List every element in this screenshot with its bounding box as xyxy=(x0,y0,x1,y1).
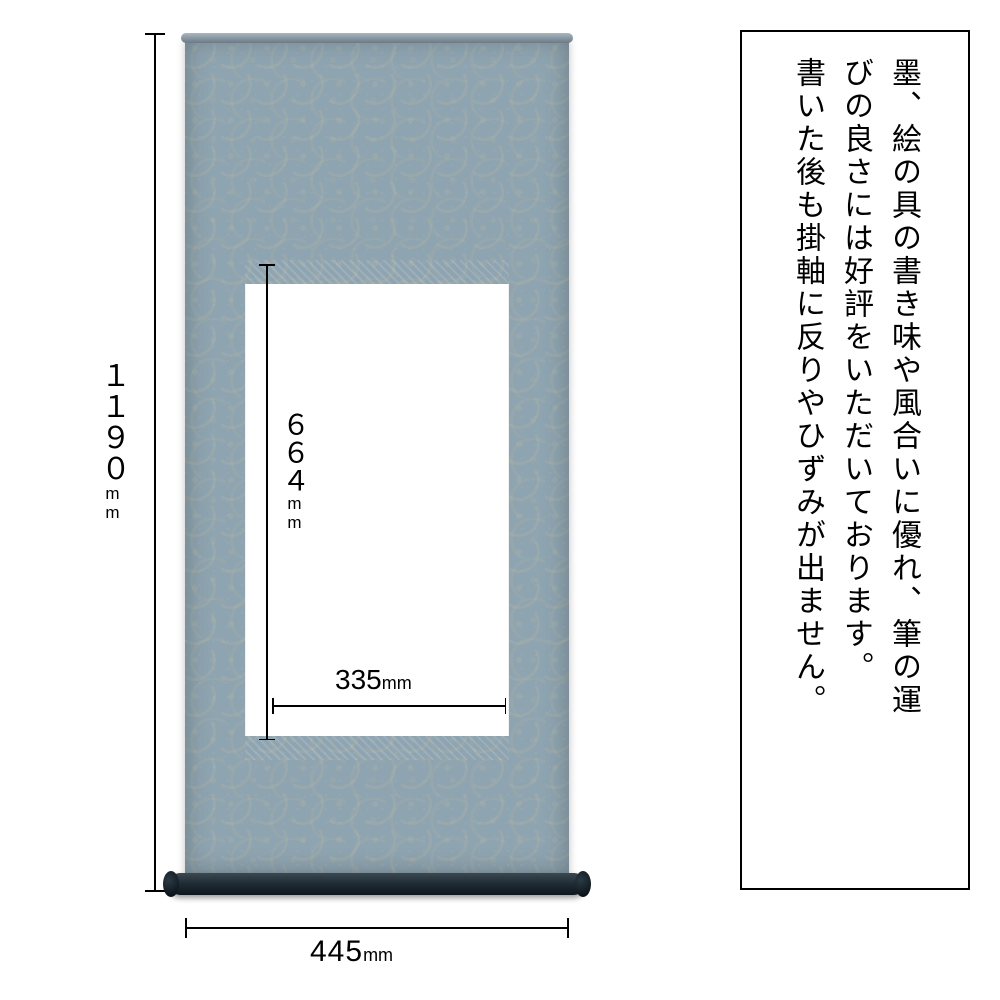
desc-line-2: びの良さには好評をいただいております。 xyxy=(837,57,873,863)
rod-knob-left xyxy=(163,871,179,897)
total-width-value: 445 xyxy=(310,935,363,968)
gold-band-top xyxy=(245,260,509,284)
label-total-width: 445mm xyxy=(310,935,393,969)
scroll-diagram: １１９０mm ６６４mm 335mm 445mm xyxy=(70,30,670,970)
bottom-rod xyxy=(169,873,585,895)
top-rod xyxy=(181,33,573,43)
hanging-scroll xyxy=(185,30,569,900)
paper-height-value: ６６４ xyxy=(274,410,314,494)
description-box: 墨、絵の具の書き味や風合いに優れ、筆の運 びの良さには好評をいただいております。… xyxy=(740,30,970,890)
desc-line-3: 書いた後も掛軸に反りやひずみが出ません。 xyxy=(789,57,825,863)
paper-height-unit: mm xyxy=(284,494,304,532)
total-height-unit: mm xyxy=(102,484,122,522)
gold-band-bottom xyxy=(245,736,509,760)
product-diagram: 墨、絵の具の書き味や風合いに優れ、筆の運 びの良さには好評をいただいております。… xyxy=(0,0,1000,1000)
dim-total-height xyxy=(135,30,175,895)
label-total-height: １１９０mm xyxy=(90,360,134,522)
paper-width-unit: mm xyxy=(382,673,412,694)
desc-line-1: 墨、絵の具の書き味や風合いに優れ、筆の運 xyxy=(885,57,921,863)
rod-knob-right xyxy=(575,871,591,897)
scroll-fabric xyxy=(185,38,569,874)
total-height-value: １１９０ xyxy=(90,360,134,484)
total-width-unit: mm xyxy=(363,945,393,966)
label-paper-width: 335mm xyxy=(335,664,412,696)
label-paper-height: ６６４mm xyxy=(274,410,314,532)
paper-width-value: 335 xyxy=(335,664,382,695)
